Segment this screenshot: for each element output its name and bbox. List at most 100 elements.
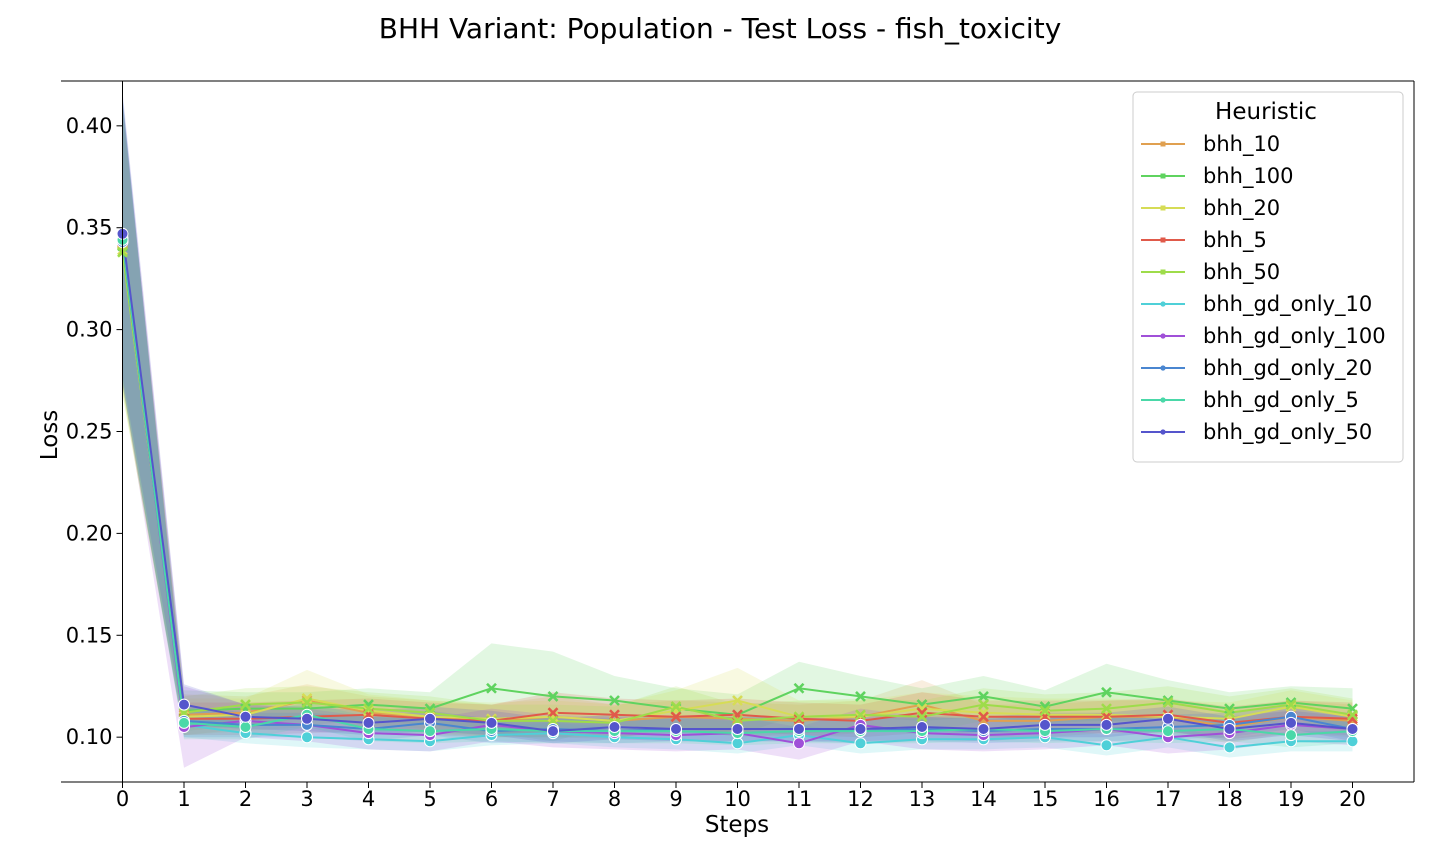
y-tick-label-0.10: 0.10: [66, 725, 113, 749]
legend-marker-bhh_gd_only_100: [1160, 333, 1166, 339]
x-tick-label-18: 18: [1216, 787, 1243, 811]
point-bhh_gd_only_50-15: [1039, 718, 1051, 731]
point-bhh_gd_only_50-19: [1285, 716, 1297, 729]
point-bhh_20-15: [1039, 709, 1051, 721]
point-bhh_gd_only_50-20: [1346, 723, 1359, 735]
x-tick-label-7: 7: [546, 787, 559, 811]
point-bhh_5-20: [1347, 713, 1358, 725]
point-bhh_50-16: [1101, 703, 1112, 715]
x-tick-label-5: 5: [423, 787, 436, 811]
point-bhh_gd_only_5-1: [178, 716, 190, 729]
legend-label-bhh_gd_only_10: bhh_gd_only_10: [1203, 292, 1372, 317]
legend-label-bhh_gd_only_20: bhh_gd_only_20: [1203, 356, 1372, 381]
point-bhh_gd_only_50-9: [670, 723, 682, 735]
x-tick-label-0: 0: [116, 787, 129, 811]
point-bhh_100-6: [486, 682, 497, 694]
legend-marker-bhh_50: [1160, 269, 1166, 275]
point-bhh_gd_only_10-18: [1223, 741, 1236, 754]
x-tick-label-11: 11: [786, 787, 813, 811]
point-bhh_gd_only_50-10: [731, 723, 744, 735]
legend-marker-bhh_gd_only_5: [1160, 397, 1166, 403]
x-tick-label-15: 15: [1032, 787, 1059, 811]
legend-label-bhh_5: bhh_5: [1203, 228, 1267, 253]
point-bhh_gd_only_50-6: [485, 716, 498, 729]
legend-marker-bhh_gd_only_20: [1160, 365, 1166, 371]
x-tick-label-3: 3: [300, 787, 313, 811]
point-bhh_gd_only_50-17: [1162, 712, 1174, 725]
point-bhh_gd_only_50-16: [1100, 718, 1113, 731]
legend-marker-bhh_gd_only_50: [1160, 429, 1166, 435]
point-bhh_gd_only_10-20: [1346, 735, 1359, 748]
point-bhh_50-13: [916, 711, 928, 723]
point-bhh_gd_only_50-4: [362, 716, 375, 729]
point-bhh_50-12: [855, 709, 866, 721]
point-bhh_gd_only_5-5: [424, 725, 436, 738]
x-tick-label-20: 20: [1339, 787, 1366, 811]
legend-label-bhh_50: bhh_50: [1203, 260, 1280, 285]
point-bhh_50-20: [1347, 709, 1358, 721]
x-axis-title: Steps: [705, 812, 769, 838]
legend-label-bhh_10: bhh_10: [1203, 132, 1280, 157]
point-bhh_50-2: [240, 699, 251, 710]
point-bhh_50-9: [670, 701, 682, 713]
point-bhh_100-14: [978, 690, 989, 702]
x-tick-label-8: 8: [608, 787, 621, 811]
legend-title: Heuristic: [1215, 99, 1317, 125]
x-tick-label-14: 14: [970, 787, 997, 811]
chart-title: BHH Variant: Population - Test Loss - fi…: [379, 12, 1062, 45]
point-bhh_gd_only_50-18: [1223, 723, 1236, 735]
y-tick-label-0.40: 0.40: [66, 114, 113, 138]
point-bhh_50-14: [978, 699, 989, 710]
point-bhh_gd_only_50-8: [608, 721, 621, 733]
point-bhh_100-11: [793, 682, 805, 694]
axes: 0 1 2 3 4 5 6 7 8 9 10 11 12 13 14 15 16 17 18 19 200.100.15…: [61, 80, 1415, 811]
point-bhh_20-3: [301, 693, 313, 704]
x-tick-label-6: 6: [485, 787, 498, 811]
point-bhh_100-15: [1039, 701, 1051, 713]
point-bhh_50-19: [1285, 699, 1297, 710]
point-bhh_gd_only_50-2: [239, 710, 252, 723]
point-bhh_20-10: [732, 695, 743, 706]
point-bhh_50-3: [301, 697, 313, 708]
x-tick-label-13: 13: [909, 787, 936, 811]
point-bhh_100-18: [1224, 703, 1235, 715]
point-bhh_gd_only_10-10: [731, 737, 744, 750]
legend-marker-bhh_gd_only_10: [1160, 301, 1166, 307]
point-bhh_10-10: [732, 713, 743, 725]
legend-marker-bhh_10: [1160, 141, 1166, 147]
point-bhh_gd_only_50-3: [301, 712, 313, 725]
point-bhh_gd_only_5-17: [1162, 725, 1174, 738]
x-tick-label-2: 2: [239, 787, 252, 811]
point-bhh_50-15: [1039, 705, 1051, 717]
legend-label-bhh_20: bhh_20: [1203, 196, 1280, 221]
point-bhh_gd_only_50-7: [547, 725, 559, 738]
point-bhh_gd_only_50-11: [793, 723, 805, 735]
point-bhh_gd_only_100-11: [793, 737, 805, 750]
point-bhh_5-7: [547, 707, 559, 719]
legend-label-bhh_100: bhh_100: [1203, 164, 1294, 189]
x-tick-label-17: 17: [1155, 787, 1182, 811]
point-bhh_20-4: [363, 705, 374, 717]
point-bhh_20-14: [978, 707, 989, 719]
x-tick-label-16: 16: [1093, 787, 1120, 811]
y-tick-label-0.15: 0.15: [66, 623, 113, 647]
point-bhh_5-11: [793, 713, 805, 725]
y-axis-title: Loss: [37, 410, 63, 460]
legend-marker-bhh_100: [1160, 173, 1166, 179]
point-bhh_100-8: [609, 695, 620, 706]
y-tick-label-0.35: 0.35: [66, 216, 113, 240]
point-bhh_50-18: [1224, 707, 1235, 719]
y-tick-label-0.30: 0.30: [66, 318, 113, 342]
point-bhh_gd_only_10-16: [1100, 739, 1113, 752]
series-markers: [116, 227, 1359, 754]
legend-label-bhh_gd_only_5: bhh_gd_only_5: [1203, 388, 1359, 413]
point-bhh_5-13: [916, 707, 928, 719]
y-tick-label-0.20: 0.20: [66, 521, 113, 545]
x-tick-label-10: 10: [724, 787, 751, 811]
point-bhh_100-7: [547, 690, 559, 702]
point-bhh_100-5: [424, 703, 436, 715]
point-bhh_gd_only_5-2: [239, 721, 252, 733]
point-bhh_gd_only_50-5: [424, 712, 436, 725]
point-bhh_gd_only_5-19: [1285, 729, 1297, 742]
